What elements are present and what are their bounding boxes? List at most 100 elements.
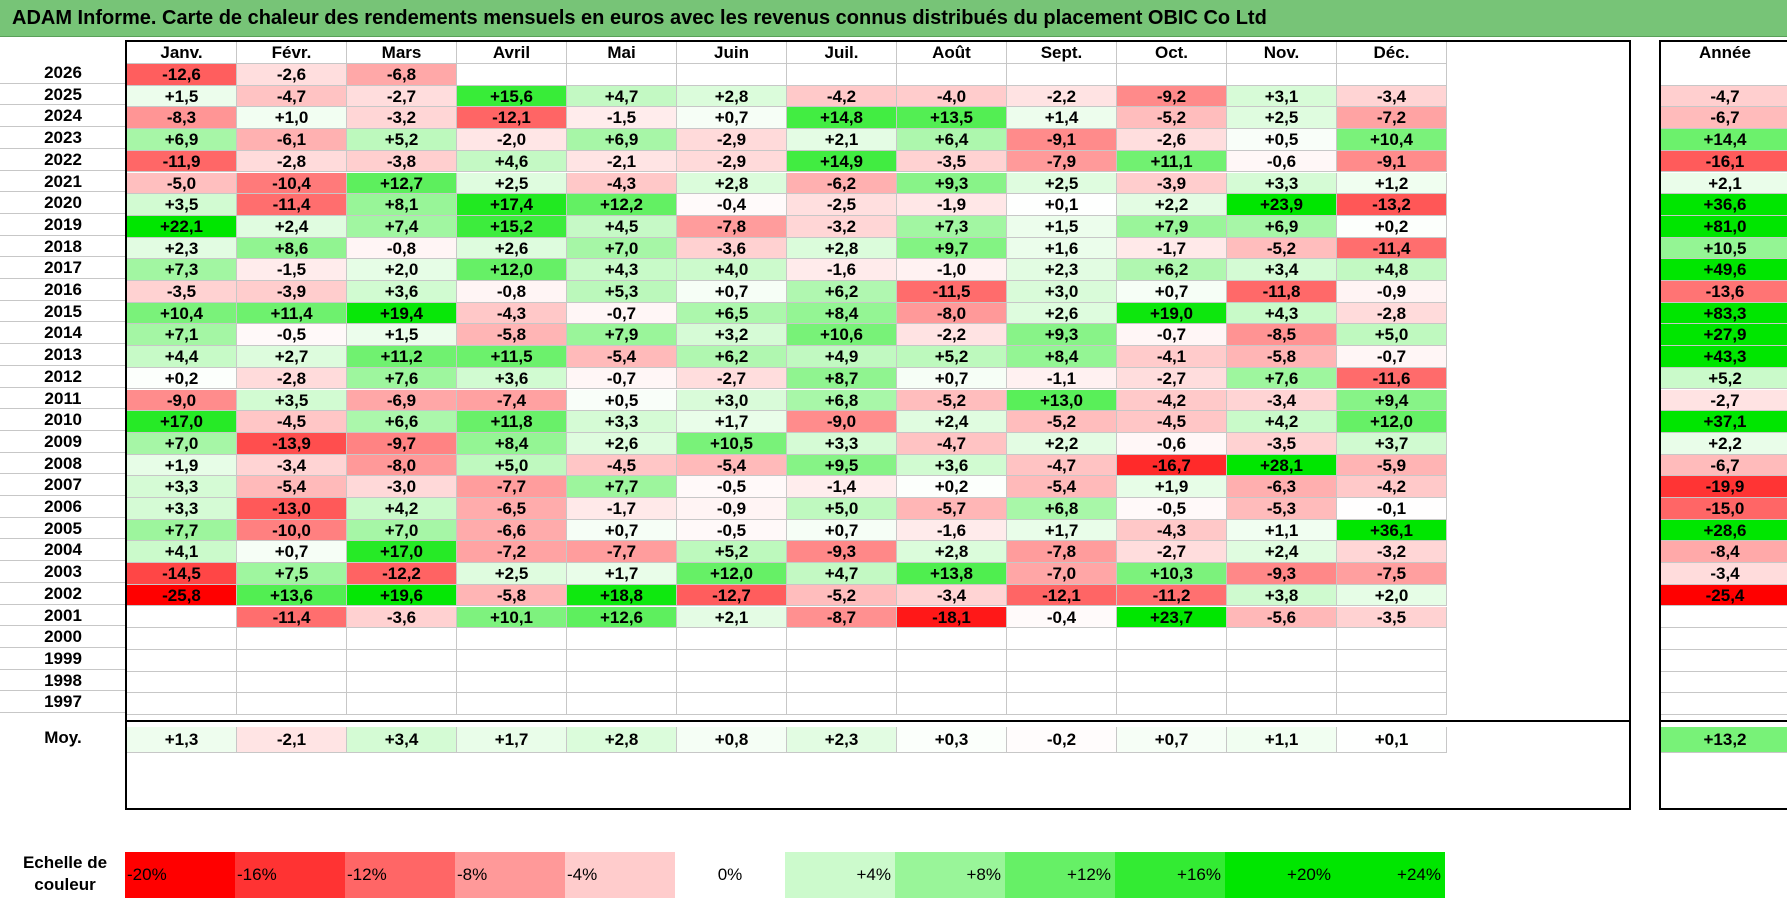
heatmap-cell bbox=[567, 671, 677, 694]
heatmap-cell: -3,2 bbox=[787, 215, 897, 238]
heatmap-cell: -3,6 bbox=[347, 606, 457, 629]
heatmap-cell: +2,8 bbox=[787, 237, 897, 260]
average-cell: -2,1 bbox=[237, 727, 347, 753]
annual-cell bbox=[1661, 671, 1787, 694]
legend-swatch: +24% bbox=[1335, 852, 1445, 898]
heatmap-cell bbox=[1007, 64, 1117, 86]
heatmap-cell: -0,7 bbox=[567, 302, 677, 325]
heatmap-cell bbox=[677, 649, 787, 672]
heatmap-cell: +6,9 bbox=[567, 129, 677, 151]
heatmap-cell: +4,4 bbox=[127, 346, 237, 368]
heatmap-cell: -0,1 bbox=[1337, 498, 1447, 520]
heatmap-cell: -16,7 bbox=[1117, 454, 1227, 477]
heatmap-cell: +23,9 bbox=[1227, 194, 1337, 216]
year-label: 2021 bbox=[44, 171, 82, 191]
heatmap-cell: -9,7 bbox=[347, 432, 457, 455]
year-label: 2006 bbox=[44, 497, 82, 516]
heatmap-cell: +9,7 bbox=[897, 237, 1007, 260]
heatmap-cell: +2,7 bbox=[237, 346, 347, 368]
heatmap-cell: +0,2 bbox=[127, 367, 237, 390]
legend-swatch: +12% bbox=[1005, 852, 1115, 898]
heatmap-cell: +10,4 bbox=[127, 302, 237, 325]
annual-cell: +10,5 bbox=[1661, 237, 1787, 260]
heatmap-cell: -5,3 bbox=[1227, 498, 1337, 520]
heatmap-cell: -11,4 bbox=[1337, 237, 1447, 260]
heatmap-cell: +0,7 bbox=[677, 281, 787, 303]
legend-swatch: -12% bbox=[345, 852, 455, 898]
year-label: 2023 bbox=[44, 128, 82, 148]
heatmap-cell bbox=[1337, 671, 1447, 694]
heatmap-cell bbox=[237, 693, 347, 715]
legend-swatch: 0% bbox=[675, 852, 785, 898]
annual-header: Année bbox=[1699, 43, 1751, 62]
heatmap-cell: +5,3 bbox=[567, 281, 677, 303]
row-divider bbox=[0, 516, 125, 518]
heatmap-cell: -12,6 bbox=[127, 64, 237, 86]
heatmap-cell: +12,7 bbox=[347, 172, 457, 195]
heatmap-cell: -2,8 bbox=[1337, 302, 1447, 325]
heatmap-cell: -4,7 bbox=[1007, 454, 1117, 477]
heatmap-cell: -6,9 bbox=[347, 389, 457, 412]
heatmap-cell: +7,3 bbox=[897, 215, 1007, 238]
legend-swatch: -20% bbox=[125, 852, 235, 898]
heatmap-cell: +3,4 bbox=[1227, 259, 1337, 281]
heatmap-cell: -3,9 bbox=[237, 281, 347, 303]
heatmap-cell: +10,6 bbox=[787, 324, 897, 347]
heatmap-cell bbox=[127, 606, 237, 629]
heatmap-cell: +17,0 bbox=[347, 541, 457, 564]
heatmap-cell bbox=[1007, 628, 1117, 650]
heatmap-cell bbox=[1227, 671, 1337, 694]
row-divider bbox=[0, 191, 125, 193]
heatmap-cell: -11,5 bbox=[897, 281, 1007, 303]
year-label: 2014 bbox=[44, 323, 82, 343]
average-cell: +2,8 bbox=[567, 727, 677, 753]
average-cell: +2,3 bbox=[787, 727, 897, 753]
heatmap-cell bbox=[457, 628, 567, 650]
heatmap-cell: -5,4 bbox=[237, 476, 347, 498]
heatmap-cell: -7,9 bbox=[1007, 150, 1117, 173]
heatmap-cell: -0,5 bbox=[1117, 498, 1227, 520]
heatmap-cell: -0,8 bbox=[457, 281, 567, 303]
heatmap-cell: +1,4 bbox=[1007, 107, 1117, 130]
heatmap-cell: -0,5 bbox=[677, 519, 787, 542]
heatmap-cell: -25,8 bbox=[127, 584, 237, 607]
month-header: Oct. bbox=[1117, 42, 1227, 64]
heatmap-cell: +5,2 bbox=[897, 346, 1007, 368]
heatmap-cell: +7,7 bbox=[127, 519, 237, 542]
heatmap-cell: -4,7 bbox=[237, 85, 347, 108]
heatmap-cell: +1,2 bbox=[1337, 172, 1447, 195]
row-divider bbox=[0, 646, 125, 648]
year-label: 2000 bbox=[44, 627, 82, 647]
heatmap-cell: -1,7 bbox=[1117, 237, 1227, 260]
heatmap-cell: -5,2 bbox=[1117, 107, 1227, 130]
heatmap-cell: -0,9 bbox=[1337, 281, 1447, 303]
heatmap-cell bbox=[1337, 628, 1447, 650]
row-divider bbox=[0, 256, 125, 258]
heatmap-cell: +6,8 bbox=[787, 389, 897, 412]
heatmap-cell: +1,6 bbox=[1007, 237, 1117, 260]
heatmap-cell: +2,8 bbox=[677, 172, 787, 195]
average-separator bbox=[1661, 720, 1787, 722]
heatmap-cell: +6,9 bbox=[1227, 215, 1337, 238]
heatmap-cell: +4,3 bbox=[1227, 302, 1337, 325]
heatmap-cell: +10,5 bbox=[677, 432, 787, 455]
average-cell: +1,1 bbox=[1227, 727, 1337, 753]
heatmap-cell bbox=[1007, 693, 1117, 715]
year-label: 2026 bbox=[44, 63, 82, 82]
heatmap-cell: +18,8 bbox=[567, 584, 677, 607]
heatmap-cell: +15,6 bbox=[457, 85, 567, 108]
heatmap-cell bbox=[567, 693, 677, 715]
heatmap-cell bbox=[127, 649, 237, 672]
heatmap-cell: +2,5 bbox=[1227, 107, 1337, 130]
row-divider bbox=[0, 625, 125, 627]
heatmap-cell: -4,5 bbox=[567, 454, 677, 477]
row-divider bbox=[0, 169, 125, 171]
heatmap-cell: +19,6 bbox=[347, 584, 457, 607]
heatmap-cell: +2,3 bbox=[1007, 259, 1117, 281]
heatmap-cell: -1,7 bbox=[567, 498, 677, 520]
average-separator bbox=[127, 720, 1629, 722]
heatmap-cell: +11,1 bbox=[1117, 150, 1227, 173]
heatmap-cell: -0,6 bbox=[1117, 432, 1227, 455]
heatmap-cell: +3,3 bbox=[127, 476, 237, 498]
heatmap-cell bbox=[237, 649, 347, 672]
